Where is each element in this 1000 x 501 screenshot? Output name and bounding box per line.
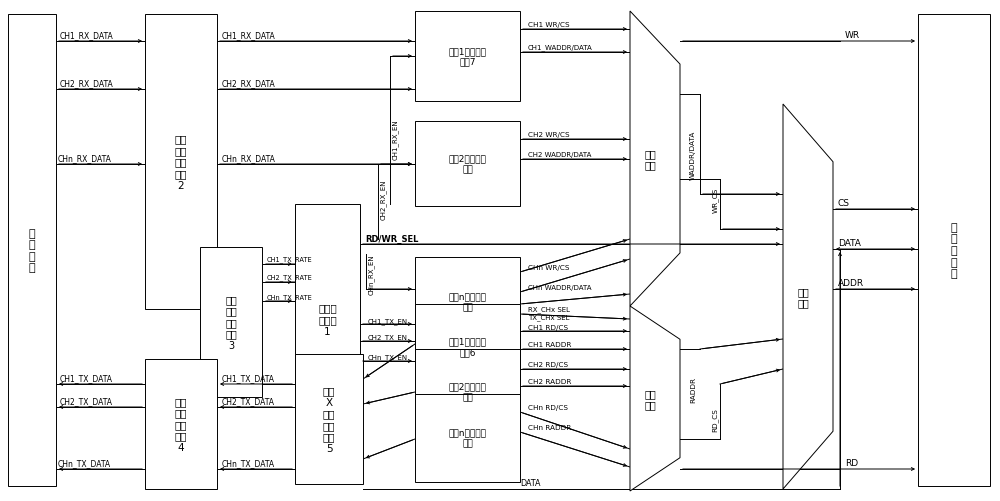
Text: 输出
逻辑: 输出 逻辑 <box>797 286 809 308</box>
Text: 通道1发送处理
模块6: 通道1发送处理 模块6 <box>448 337 486 357</box>
Text: CH2 WR/CS: CH2 WR/CS <box>528 132 570 138</box>
Text: 通道1接收处理
模块7: 通道1接收处理 模块7 <box>448 47 486 67</box>
FancyBboxPatch shape <box>295 354 363 484</box>
Polygon shape <box>783 105 833 489</box>
Text: RADDR: RADDR <box>690 376 696 402</box>
Text: CHn_TX_EN: CHn_TX_EN <box>368 354 408 361</box>
Text: RD: RD <box>845 458 858 467</box>
FancyBboxPatch shape <box>415 394 520 482</box>
Text: CHn WR/CS: CHn WR/CS <box>528 265 570 271</box>
Text: WR_CS: WR_CS <box>712 187 718 212</box>
Text: CH1_TX_DATA: CH1_TX_DATA <box>222 374 275 383</box>
Text: WR: WR <box>845 32 860 41</box>
Text: CH1_WADDR/DATA: CH1_WADDR/DATA <box>528 45 593 51</box>
Text: CH2 RD/CS: CH2 RD/CS <box>528 361 568 367</box>
FancyBboxPatch shape <box>295 204 360 434</box>
Text: 通道
X
发送
控制
模块
5: 通道 X 发送 控制 模块 5 <box>323 385 335 453</box>
Text: CH2 RADDR: CH2 RADDR <box>528 378 571 384</box>
Text: 内部
发送
同步
电路
4: 内部 发送 同步 电路 4 <box>175 396 187 452</box>
Text: 通道2接收处理
模块: 通道2接收处理 模块 <box>449 154 486 174</box>
Text: CH2_RX_DATA: CH2_RX_DATA <box>60 79 114 88</box>
Text: CH2 WADDR/DATA: CH2 WADDR/DATA <box>528 152 591 158</box>
Text: CH1_RX_DATA: CH1_RX_DATA <box>222 32 276 41</box>
Text: CH1_TX_RATE: CH1_TX_RATE <box>267 256 313 263</box>
Text: CH2_RX_DATA: CH2_RX_DATA <box>222 79 276 88</box>
FancyBboxPatch shape <box>8 15 56 486</box>
Text: TX_CHx SEL: TX_CHx SEL <box>528 314 570 321</box>
Text: CHn_TX_RATE: CHn_TX_RATE <box>267 294 313 301</box>
Text: ADDR: ADDR <box>838 279 864 288</box>
Text: 存
储
器
接
口: 存 储 器 接 口 <box>951 222 957 279</box>
Text: CH2_TX_DATA: CH2_TX_DATA <box>60 397 113 406</box>
FancyBboxPatch shape <box>200 247 262 397</box>
Text: CH1 RD/CS: CH1 RD/CS <box>528 324 568 330</box>
Polygon shape <box>630 307 680 491</box>
Text: 通道n接收处理
模块: 通道n接收处理 模块 <box>448 293 486 312</box>
Text: CS: CS <box>838 199 850 208</box>
FancyBboxPatch shape <box>415 122 520 206</box>
Text: CHn WADDR/DATA: CHn WADDR/DATA <box>528 285 592 291</box>
Text: DATA: DATA <box>520 478 540 487</box>
FancyBboxPatch shape <box>415 258 520 347</box>
Text: 内
部
通
道: 内 部 通 道 <box>29 228 35 273</box>
Text: DATA: DATA <box>838 239 861 248</box>
Text: CH1_RX_DATA: CH1_RX_DATA <box>60 32 114 41</box>
Text: CH2_TX_EN: CH2_TX_EN <box>368 334 408 341</box>
Text: 内部
接收
同步
电路
2: 内部 接收 同步 电路 2 <box>175 134 187 190</box>
Text: CH1_RX_EN: CH1_RX_EN <box>392 119 399 160</box>
Text: CH1 WR/CS: CH1 WR/CS <box>528 22 570 28</box>
Text: CH2_RX_EN: CH2_RX_EN <box>380 179 387 220</box>
FancyBboxPatch shape <box>145 359 217 489</box>
Text: 发送
速率
控制
模块
3: 发送 速率 控制 模块 3 <box>225 294 237 351</box>
Text: CH2_TX_DATA: CH2_TX_DATA <box>222 397 275 406</box>
Text: CH1_TX_EN: CH1_TX_EN <box>368 318 408 325</box>
FancyBboxPatch shape <box>145 15 217 310</box>
Text: 输出
逻辑: 输出 逻辑 <box>644 148 656 170</box>
Text: WADDR/DATA: WADDR/DATA <box>690 130 696 179</box>
FancyBboxPatch shape <box>918 15 990 486</box>
Polygon shape <box>630 12 680 307</box>
Text: CHn_RX_DATA: CHn_RX_DATA <box>58 154 112 163</box>
Text: CH1 RADDR: CH1 RADDR <box>528 341 571 347</box>
Text: RX_CHx SEL: RX_CHx SEL <box>528 306 570 313</box>
Text: 接口控
制电路
1: 接口控 制电路 1 <box>318 303 337 336</box>
FancyBboxPatch shape <box>415 349 520 434</box>
Text: CHn_TX_DATA: CHn_TX_DATA <box>58 458 111 467</box>
Text: CHn_TX_DATA: CHn_TX_DATA <box>222 458 275 467</box>
FancyBboxPatch shape <box>415 305 520 389</box>
Text: RD/WR_SEL: RD/WR_SEL <box>365 234 418 243</box>
Text: CH1_TX_DATA: CH1_TX_DATA <box>60 374 113 383</box>
Text: 通道2发送处理
模块: 通道2发送处理 模块 <box>449 382 486 401</box>
Text: 输出
逻辑: 输出 逻辑 <box>644 388 656 409</box>
Text: 通道n发送处理
模块: 通道n发送处理 模块 <box>448 428 486 448</box>
Text: CHn_RX_DATA: CHn_RX_DATA <box>222 154 276 163</box>
Text: CHn_RX_EN: CHn_RX_EN <box>368 254 375 295</box>
Text: RD_CS: RD_CS <box>712 407 718 431</box>
Text: CH2_TX_RATE: CH2_TX_RATE <box>267 274 313 281</box>
Text: CHn RADDR: CHn RADDR <box>528 424 571 430</box>
FancyBboxPatch shape <box>415 12 520 102</box>
Text: CHn RD/CS: CHn RD/CS <box>528 404 568 410</box>
